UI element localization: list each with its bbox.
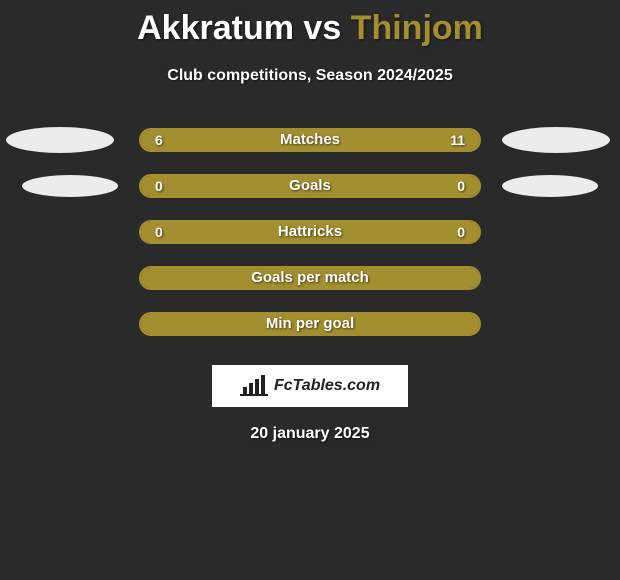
subtitle: Club competitions, Season 2024/2025	[0, 67, 620, 85]
stat-value-right: 11	[450, 132, 465, 148]
title-vs: vs	[303, 9, 341, 47]
stat-value-left: 6	[155, 132, 163, 148]
stat-bar: Hattricks0 0	[139, 220, 481, 244]
player-oval-left	[6, 127, 114, 153]
footer-date: 20 january 2025	[0, 425, 620, 443]
player-oval-left	[22, 175, 118, 197]
stat-row-matches: Matches6 11	[0, 117, 620, 163]
stat-bar: Goals per match	[139, 266, 481, 290]
stat-bar: Matches6 11	[139, 128, 481, 152]
stats-container: Matches611Goals00Hattricks00Goals per ma…	[0, 117, 620, 347]
stat-value-right: 0	[457, 178, 465, 194]
stat-value-left: 0	[155, 178, 163, 194]
stat-label: Matches	[141, 131, 479, 148]
stat-label: Goals	[141, 177, 479, 194]
page-title: Akkratum vs Thinjom	[0, 0, 620, 49]
stat-row-goals: Goals0 0	[0, 163, 620, 209]
stat-value-right: 0	[457, 224, 465, 240]
title-left: Akkratum	[137, 9, 294, 47]
stat-label: Hattricks	[141, 223, 479, 240]
stat-row-hattricks: Hattricks0 0	[0, 209, 620, 255]
bar-chart-icon	[240, 375, 268, 397]
stat-bar: Goals0 0	[139, 174, 481, 198]
stat-row-mpg: Min per goal	[0, 301, 620, 347]
brand-text: FcTables.com	[274, 377, 380, 395]
title-right: Thinjom	[351, 9, 483, 47]
stat-value-left: 0	[155, 224, 163, 240]
stat-label: Goals per match	[141, 269, 479, 286]
brand-logo-box: FcTables.com	[212, 365, 408, 407]
stat-row-gpm: Goals per match	[0, 255, 620, 301]
stat-bar: Min per goal	[139, 312, 481, 336]
stat-label: Min per goal	[141, 315, 479, 332]
player-oval-right	[502, 127, 610, 153]
player-oval-right	[502, 175, 598, 197]
